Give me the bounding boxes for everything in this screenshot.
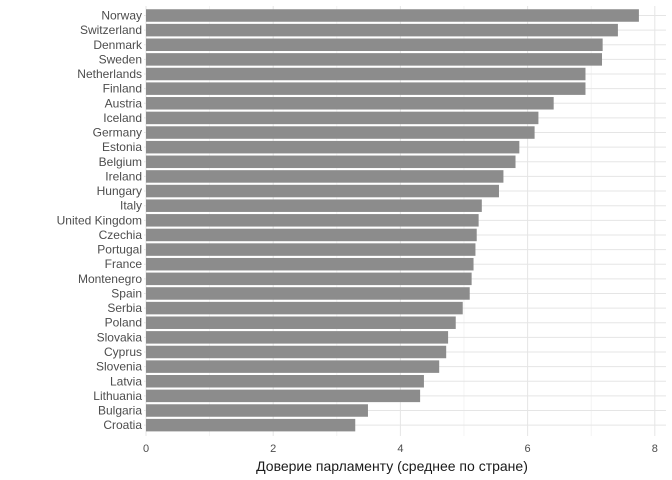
category-label: France bbox=[105, 257, 143, 271]
bar-czechia bbox=[146, 228, 477, 242]
bar-belgium bbox=[146, 155, 516, 169]
x-tick-label: 4 bbox=[397, 443, 403, 455]
bar-montenegro bbox=[146, 272, 472, 286]
bar-latvia bbox=[146, 375, 424, 388]
bar-ireland bbox=[146, 170, 504, 183]
category-label: Sweden bbox=[99, 52, 142, 66]
category-label: Croatia bbox=[103, 418, 142, 432]
x-tick-labels: 0 2 4 6 8 bbox=[143, 443, 658, 455]
x-axis-title: Доверие парламенту (среднее по стране) bbox=[256, 458, 528, 474]
bar-estonia bbox=[146, 140, 520, 154]
category-label: Switzerland bbox=[80, 23, 142, 37]
bar-serbia bbox=[146, 301, 463, 315]
bar-poland bbox=[146, 316, 456, 329]
bar-slovenia bbox=[146, 360, 440, 373]
x-tick-label: 0 bbox=[143, 443, 149, 455]
bar-netherlands bbox=[146, 67, 586, 81]
category-label: Norway bbox=[101, 9, 142, 23]
bar-portugal bbox=[146, 243, 476, 256]
category-label: Ireland bbox=[105, 169, 142, 183]
x-tick-label: 2 bbox=[270, 443, 276, 455]
bar-slovakia bbox=[146, 331, 449, 344]
category-label: Iceland bbox=[103, 111, 142, 125]
category-label: Portugal bbox=[97, 243, 142, 257]
category-label: United Kingdom bbox=[57, 213, 142, 227]
bar-spain bbox=[146, 287, 470, 300]
bar-italy bbox=[146, 199, 482, 212]
category-label: Slovakia bbox=[97, 330, 143, 344]
bar-hungary bbox=[146, 184, 499, 198]
category-label: Poland bbox=[105, 316, 142, 330]
category-labels: NorwaySwitzerlandDenmarkSwedenNetherland… bbox=[57, 9, 143, 433]
category-label: Bulgaria bbox=[98, 404, 142, 418]
bar-austria bbox=[146, 97, 554, 110]
bar-denmark bbox=[146, 38, 603, 52]
category-label: Denmark bbox=[93, 38, 143, 52]
category-label: Serbia bbox=[107, 301, 142, 315]
category-label: Czechia bbox=[99, 228, 143, 242]
category-label: Spain bbox=[111, 286, 142, 300]
x-tick-label: 6 bbox=[525, 443, 531, 455]
category-label: Estonia bbox=[102, 140, 142, 154]
category-label: Netherlands bbox=[77, 67, 142, 81]
category-label: Lithuania bbox=[93, 389, 142, 403]
bar-cyprus bbox=[146, 345, 447, 359]
bar-sweden bbox=[146, 53, 603, 66]
category-label: Finland bbox=[103, 82, 142, 96]
category-label: Germany bbox=[93, 126, 142, 140]
category-label: Belgium bbox=[99, 155, 142, 169]
bar-france bbox=[146, 257, 474, 271]
bar-united-kingdom bbox=[146, 214, 479, 227]
category-label: Austria bbox=[105, 96, 143, 110]
category-label: Latvia bbox=[110, 374, 142, 388]
bar-germany bbox=[146, 126, 535, 139]
category-label: Slovenia bbox=[96, 360, 142, 374]
bar-bulgaria bbox=[146, 404, 368, 417]
bar-croatia bbox=[146, 418, 356, 432]
bars bbox=[146, 9, 639, 432]
bar-switzerland bbox=[146, 23, 618, 37]
category-label: Cyprus bbox=[104, 345, 142, 359]
bar-norway bbox=[146, 9, 639, 22]
category-label: Montenegro bbox=[78, 272, 142, 286]
category-label: Hungary bbox=[97, 184, 142, 198]
x-tick-label: 8 bbox=[652, 443, 658, 455]
bar-finland bbox=[146, 82, 586, 95]
category-label: Italy bbox=[120, 199, 142, 213]
bar-lithuania bbox=[146, 389, 421, 403]
bar-iceland bbox=[146, 111, 539, 125]
